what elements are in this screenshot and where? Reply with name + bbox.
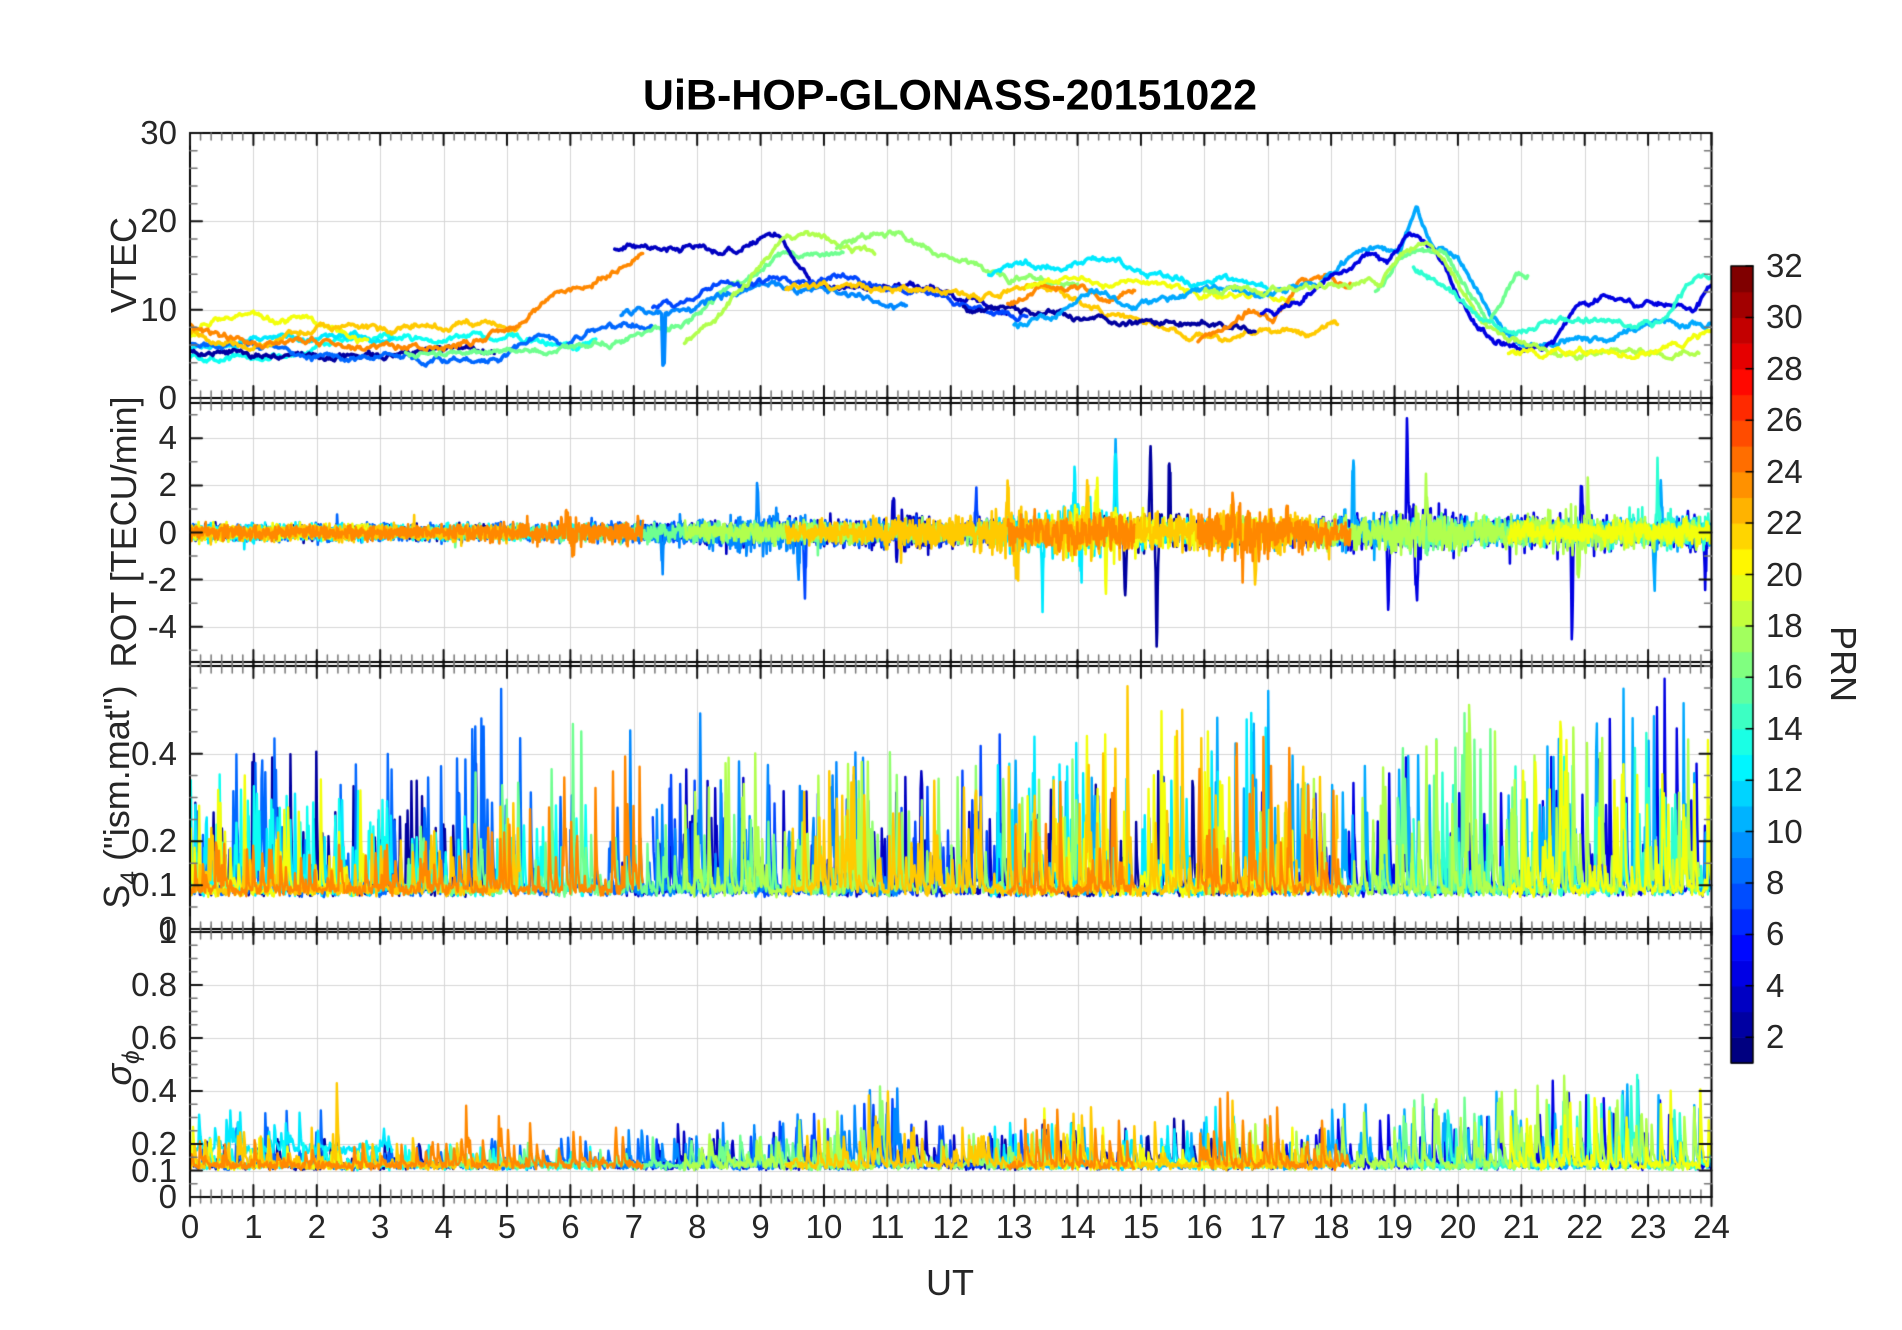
x-tick-label: 24: [1693, 1208, 1730, 1245]
colorbar-tick-label: 30: [1766, 298, 1803, 336]
y-tick-label: 0.4: [131, 734, 177, 772]
rot-axis-label: ROT [TECU/min]: [103, 396, 145, 667]
y-tick-label: 1: [158, 913, 177, 950]
y-tick-label: 0.2: [131, 1125, 177, 1162]
x-tick-label: 8: [687, 1208, 707, 1245]
y-tick-label: 0.8: [131, 966, 177, 1003]
colorbar-tick-label: 8: [1766, 864, 1785, 902]
x-tick-label: 5: [497, 1208, 517, 1245]
y-tick-label: 2: [158, 466, 177, 504]
x-tick-label: 18: [1312, 1208, 1350, 1245]
colorbar-tick-label: 22: [1766, 504, 1803, 542]
x-tick-label: 11: [870, 1208, 905, 1245]
y-tick-label: -4: [147, 607, 177, 645]
colorbar-tick-label: 14: [1766, 709, 1803, 747]
vtec-axis-label-text: VTEC: [103, 216, 144, 314]
colorbar-tick-label: 4: [1766, 966, 1785, 1004]
y-tick-label: -2: [147, 560, 177, 598]
colorbar-tick-label: 2: [1766, 1018, 1785, 1056]
y-tick-label: 0: [158, 1178, 177, 1215]
colorbar-tick-label: 26: [1766, 401, 1803, 439]
y-tick-label: 0: [158, 379, 177, 416]
x-tick-label: 20: [1439, 1208, 1477, 1245]
vtec-axis-label: VTEC: [103, 217, 145, 313]
y-tick-label: 20: [140, 202, 177, 240]
x-tick-label: 22: [1566, 1208, 1604, 1245]
x-tick-label: 4: [434, 1208, 453, 1245]
x-tick-label: 13: [995, 1208, 1033, 1245]
x-tick-label: 14: [1059, 1208, 1096, 1245]
x-axis-label: UT: [926, 1262, 974, 1303]
x-tick-label: 3: [371, 1208, 390, 1245]
colorbar-tick-label: 16: [1766, 658, 1803, 696]
y-tick-label: 0.1: [131, 866, 177, 904]
y-tick-label: 0.6: [131, 1019, 177, 1056]
colorbar-tick-label: 20: [1766, 555, 1803, 593]
y-tick-label: 10: [140, 290, 177, 328]
colorbar-tick-label: 32: [1766, 247, 1803, 284]
colorbar-tick-label: 12: [1766, 761, 1803, 799]
colorbar-tick-label: 10: [1766, 812, 1803, 850]
x-tick-label: 19: [1376, 1208, 1413, 1245]
colorbar-tick-label: 28: [1766, 349, 1803, 387]
colorbar-label: PRN: [1823, 625, 1864, 703]
y-tick-label: 4: [158, 419, 177, 457]
x-tick-label: 7: [624, 1208, 643, 1245]
x-tick-label: 16: [1185, 1208, 1223, 1245]
x-tick-label: 2: [307, 1208, 326, 1245]
rot-axis-label-text: ROT [TECU/min]: [103, 396, 144, 668]
y-tick-label: 0: [158, 910, 177, 947]
x-tick-label: 12: [932, 1208, 970, 1245]
x-tick-label: 17: [1249, 1208, 1287, 1245]
x-tick-label: 6: [561, 1208, 580, 1245]
x-tick-label: 1: [244, 1208, 263, 1245]
x-tick-label: 21: [1502, 1208, 1540, 1245]
x-tick-label: 15: [1122, 1208, 1160, 1245]
x-tick-label: 10: [805, 1208, 843, 1245]
colorbar-tick-label: 24: [1766, 452, 1803, 490]
y-tick-label: 30: [140, 114, 177, 151]
y-tick-label: 0.2: [131, 822, 177, 860]
y-tick-label: 0: [158, 513, 177, 551]
y-tick-label: 0.1: [131, 1151, 177, 1189]
colorbar-tick-label: 18: [1766, 606, 1803, 644]
colorbar-tick-label: 6: [1766, 915, 1785, 953]
x-tick-label: 23: [1629, 1208, 1667, 1245]
figure-title: UiB-HOP-GLONASS-20151022: [642, 71, 1258, 120]
y-tick-label: 0.4: [131, 1072, 177, 1109]
x-tick-label: 0: [180, 1208, 200, 1245]
x-tick-label: 9: [751, 1208, 770, 1245]
